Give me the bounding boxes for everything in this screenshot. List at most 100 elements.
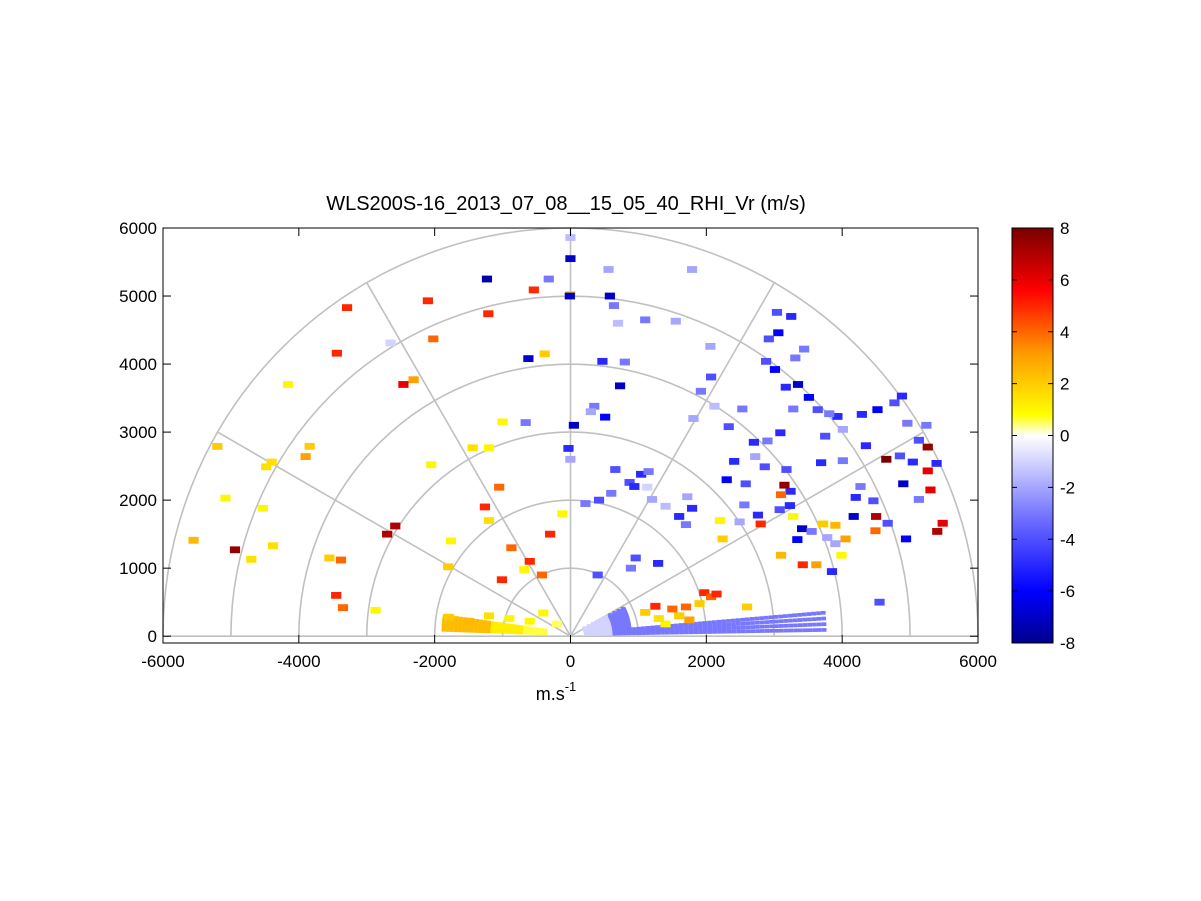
velocity-gate xyxy=(496,576,507,584)
ground-gate xyxy=(812,628,818,632)
ground-gate xyxy=(740,625,746,630)
velocity-gate xyxy=(630,554,641,562)
ground-gate xyxy=(726,626,732,630)
velocity-gate xyxy=(331,591,342,599)
ground-gate xyxy=(788,618,793,623)
velocity-gate xyxy=(324,554,335,562)
ground-gate xyxy=(660,630,665,635)
velocity-gate xyxy=(426,461,437,469)
ground-gate xyxy=(586,624,592,628)
colorbar-tick-label: -2 xyxy=(1060,478,1075,497)
velocity-gate xyxy=(856,411,867,418)
y-tick-label: 3000 xyxy=(119,423,157,442)
ground-gate xyxy=(693,624,698,629)
velocity-gate xyxy=(734,518,745,526)
ground-gate xyxy=(726,629,732,634)
velocity-gate xyxy=(870,527,881,535)
ground-gate xyxy=(788,628,794,633)
velocity-gate xyxy=(445,537,457,545)
velocity-gate xyxy=(785,487,796,495)
velocity-gate xyxy=(750,453,761,460)
ground-gate xyxy=(807,628,813,633)
ground-gate xyxy=(506,630,511,634)
ground-gate xyxy=(450,620,455,625)
velocity-gate xyxy=(723,423,734,431)
ground-gate xyxy=(721,622,727,627)
ground-gate xyxy=(721,629,727,634)
velocity-gate xyxy=(811,561,822,569)
ground-gate xyxy=(797,612,802,617)
ground-gate xyxy=(759,616,765,620)
velocity-gate xyxy=(740,480,751,488)
ground-gate xyxy=(535,631,540,635)
velocity-gate xyxy=(341,304,353,311)
velocity-gate xyxy=(729,457,740,465)
velocity-gate xyxy=(674,612,685,620)
velocity-gate xyxy=(519,566,530,573)
velocity-gate xyxy=(524,617,535,625)
ground-gate xyxy=(688,622,693,627)
ground-gate xyxy=(620,606,626,611)
velocity-gate xyxy=(331,349,342,357)
velocity-gate xyxy=(686,504,698,512)
ground-gate xyxy=(774,624,779,629)
velocity-gate xyxy=(761,357,772,365)
velocity-gate xyxy=(830,521,841,529)
ground-gate xyxy=(664,628,670,633)
ground-gate xyxy=(693,627,699,632)
velocity-gate xyxy=(748,438,759,446)
ground-gate xyxy=(755,625,760,629)
velocity-gates xyxy=(188,234,948,636)
velocity-gate xyxy=(528,286,539,294)
ground-gate xyxy=(683,625,689,630)
velocity-gate xyxy=(898,480,909,488)
ground-gate xyxy=(591,621,596,626)
velocity-gate xyxy=(781,466,792,473)
velocity-gate xyxy=(882,519,893,527)
velocity-gate xyxy=(705,373,717,381)
velocity-gate xyxy=(600,413,611,421)
velocity-gate xyxy=(775,551,787,559)
velocity-gate xyxy=(797,525,808,533)
ground-gate xyxy=(812,622,817,627)
velocity-gate xyxy=(868,497,879,505)
velocity-gate xyxy=(523,355,534,363)
ground-gate xyxy=(474,623,479,627)
ground-gate xyxy=(466,626,471,631)
velocity-gate xyxy=(443,563,454,571)
ground-gate xyxy=(801,612,807,617)
ground-gate xyxy=(745,629,751,634)
ground-gate xyxy=(726,619,731,623)
ground-gate xyxy=(764,629,770,633)
ground-gate xyxy=(717,629,722,634)
ground-gate xyxy=(740,621,746,626)
ground-gate xyxy=(616,608,622,613)
ground-gate xyxy=(454,623,459,628)
ground-gate xyxy=(659,626,665,631)
ground-gate xyxy=(631,627,637,631)
velocity-gate xyxy=(653,615,664,622)
colorbar: -8 -6 -4 -2 0 2 4 6 8 xyxy=(1011,219,1075,653)
velocity-gate xyxy=(832,413,843,420)
velocity-gate xyxy=(818,520,829,528)
ground-gate xyxy=(669,630,675,635)
velocity-gate xyxy=(816,459,827,467)
angle-spoke xyxy=(366,282,572,637)
velocity-gate xyxy=(680,521,692,529)
ground-gate xyxy=(655,627,660,631)
velocity-gate xyxy=(483,517,495,524)
velocity-gate xyxy=(563,445,574,452)
velocity-gate xyxy=(624,479,635,486)
ground-gate xyxy=(461,628,466,633)
ground-gate xyxy=(474,627,479,631)
velocity-gate xyxy=(786,313,797,320)
velocity-gate xyxy=(610,466,621,473)
ground-gate xyxy=(445,625,450,630)
velocity-gate xyxy=(212,442,223,450)
velocity-gate xyxy=(335,556,347,564)
ground-gate xyxy=(730,618,736,623)
velocity-gate xyxy=(428,335,439,343)
ground-gate xyxy=(802,617,808,622)
ground-gate xyxy=(466,624,471,629)
velocity-gate xyxy=(695,387,706,395)
